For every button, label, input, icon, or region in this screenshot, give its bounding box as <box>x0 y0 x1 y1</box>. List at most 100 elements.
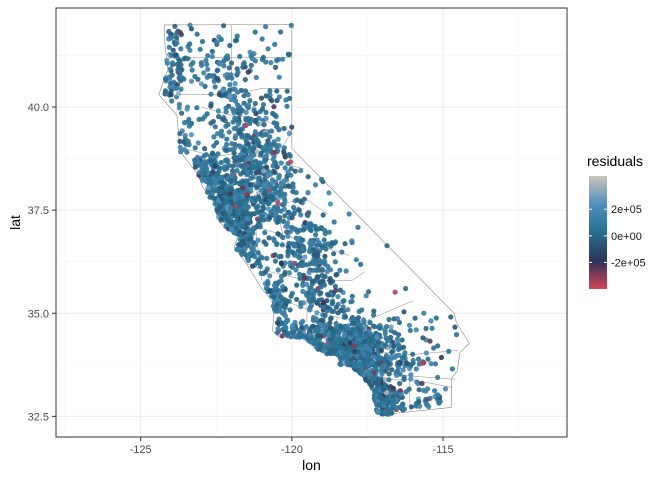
data-point <box>392 289 398 295</box>
data-point <box>275 136 281 142</box>
data-point <box>201 159 207 165</box>
data-point <box>230 168 236 174</box>
data-point <box>278 160 284 166</box>
data-point <box>376 378 382 384</box>
data-point <box>209 48 215 55</box>
data-point <box>338 362 344 368</box>
data-point <box>317 322 324 328</box>
data-point <box>368 331 374 337</box>
data-point <box>261 122 267 128</box>
data-point <box>224 53 230 59</box>
data-point <box>234 217 240 223</box>
data-point <box>363 293 369 299</box>
data-point <box>429 325 435 331</box>
data-point <box>413 327 419 333</box>
data-point <box>177 71 183 77</box>
data-point <box>268 60 274 66</box>
data-point <box>281 145 287 151</box>
data-point <box>244 216 250 222</box>
data-point <box>241 147 247 153</box>
y-axis-title: lat <box>7 215 23 230</box>
data-point <box>369 342 375 348</box>
data-point <box>366 378 372 385</box>
data-point <box>236 195 242 201</box>
data-point <box>281 195 287 201</box>
data-point <box>304 281 310 287</box>
data-point <box>201 171 207 177</box>
data-point <box>306 297 312 303</box>
data-point <box>196 116 202 122</box>
data-point <box>350 320 356 326</box>
data-point <box>366 289 372 295</box>
data-point <box>349 293 355 299</box>
data-point <box>307 307 313 313</box>
data-point <box>217 204 223 210</box>
data-point <box>347 335 354 341</box>
data-point <box>359 369 365 375</box>
data-point <box>257 160 263 167</box>
data-point <box>227 205 233 211</box>
data-point <box>268 193 274 199</box>
data-point <box>222 92 228 98</box>
data-point <box>453 332 460 338</box>
data-point <box>322 322 329 328</box>
data-point <box>240 61 246 67</box>
data-point <box>307 276 313 282</box>
data-point <box>195 140 201 146</box>
data-point <box>234 162 240 168</box>
data-point <box>408 404 415 410</box>
data-point <box>288 293 294 299</box>
data-point <box>267 215 273 221</box>
data-point <box>258 95 265 101</box>
data-point <box>431 345 437 351</box>
data-point <box>344 325 350 331</box>
data-point <box>294 282 300 288</box>
data-point <box>224 142 230 148</box>
data-point <box>329 331 335 337</box>
data-point <box>258 199 265 205</box>
data-point <box>247 120 253 127</box>
data-point <box>410 351 416 357</box>
data-point <box>249 152 255 159</box>
data-point <box>279 242 285 248</box>
data-point <box>265 206 271 212</box>
data-point <box>232 38 238 44</box>
data-point <box>328 316 334 322</box>
data-point <box>333 272 339 278</box>
legend-tick-label: 0e+00 <box>611 231 642 243</box>
data-point <box>204 111 210 117</box>
data-point <box>227 93 233 99</box>
data-point <box>272 149 278 155</box>
data-point <box>420 335 426 341</box>
data-point <box>295 253 301 259</box>
data-point <box>274 183 280 189</box>
data-point <box>416 399 422 405</box>
data-point <box>448 314 454 320</box>
data-point <box>182 132 188 139</box>
data-point <box>287 260 293 266</box>
data-point <box>309 292 315 298</box>
data-point <box>178 149 184 155</box>
data-point <box>246 115 252 122</box>
data-point <box>232 190 238 196</box>
y-tick-label: 37.5 <box>28 205 49 217</box>
data-point <box>356 308 362 315</box>
data-point <box>283 223 289 229</box>
data-point <box>267 288 273 294</box>
data-point <box>273 285 279 291</box>
data-point <box>189 67 195 73</box>
legend: residuals 2e+05 0e+00 -2e+05 <box>587 153 646 289</box>
data-point <box>166 28 172 35</box>
data-point <box>267 273 273 279</box>
y-tick-label: 35.0 <box>28 308 49 320</box>
data-point <box>204 74 210 80</box>
data-point <box>271 139 277 145</box>
data-point <box>244 103 250 109</box>
data-point <box>276 254 282 260</box>
data-point <box>421 387 427 393</box>
data-point <box>261 182 268 188</box>
data-point <box>248 245 254 251</box>
data-point <box>334 352 341 358</box>
data-point <box>278 273 284 279</box>
data-point <box>234 226 240 232</box>
